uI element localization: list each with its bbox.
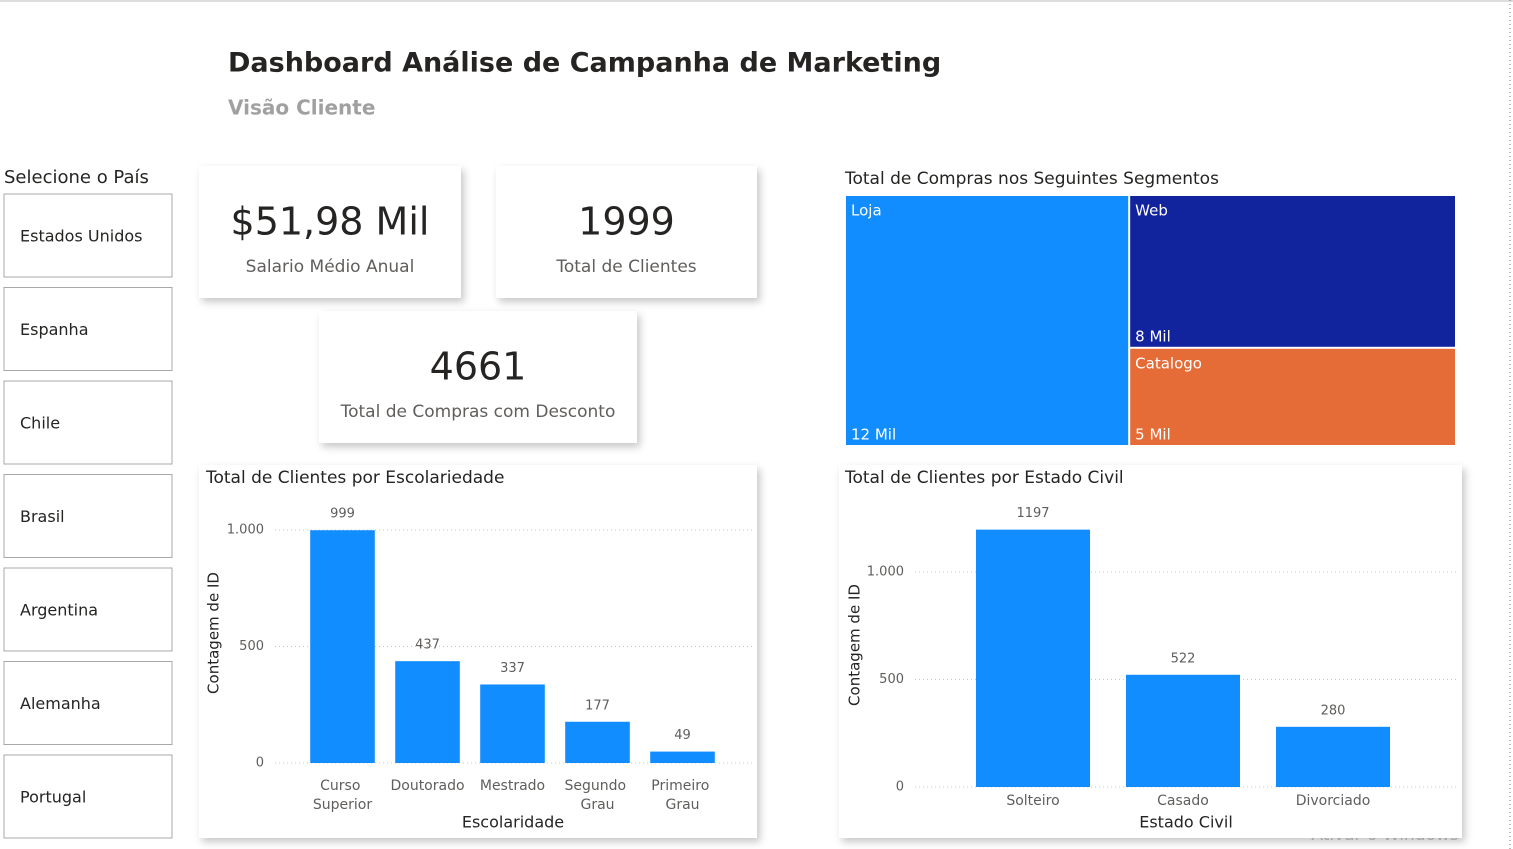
slicer-button[interactable]: [3, 287, 173, 371]
bar: [480, 684, 545, 763]
slicer-item: Argentina: [20, 601, 98, 620]
data-label: 437: [415, 638, 440, 653]
slicer-button[interactable]: [3, 193, 173, 278]
x-tick-label: Mestrado: [480, 778, 545, 794]
x-tick-label: Curso Superior: [313, 778, 372, 813]
chart-panel: [199, 465, 757, 838]
y-tick-label: 500: [239, 639, 264, 654]
data-label: 522: [1171, 651, 1196, 666]
treemap-value-label: 12 Mil: [851, 426, 896, 444]
card-label: Total de Clientes: [555, 257, 696, 277]
slicer-button[interactable]: [3, 567, 173, 652]
y-axis-label: Contagem de ID: [846, 584, 864, 706]
chart-title: Total de Clientes por Estado Civil: [844, 468, 1124, 488]
chart-title: Total de Clientes por Escolariedade: [205, 468, 504, 488]
slicer-button[interactable]: [3, 754, 173, 839]
bar: [565, 721, 630, 763]
treemap-value-label: 8 Mil: [1135, 327, 1171, 345]
slicer-item: Alemanha: [20, 694, 101, 713]
slicer-item: Portugal: [20, 788, 86, 807]
treemap-cell: [1130, 196, 1455, 347]
bar: [650, 751, 715, 763]
treemap-cell: [846, 196, 1129, 445]
slicer-item: Espanha: [20, 320, 89, 339]
bar: [1276, 726, 1390, 787]
card-value: 1999: [578, 200, 675, 244]
slicer-item: Brasil: [20, 507, 65, 526]
x-tick-label: Solteiro: [1006, 793, 1059, 809]
card-label: Total de Compras com Desconto: [340, 402, 616, 422]
chart-title: Total de Compras nos Seguintes Segmentos: [844, 169, 1219, 189]
x-tick-label: Casado: [1157, 793, 1209, 809]
x-axis-label: Escolaridade: [462, 813, 564, 832]
slicer-button[interactable]: [3, 380, 173, 465]
x-axis-label: Estado Civil: [1139, 813, 1233, 832]
content: Estados Unidos Espanha Chile Brasil Argentin…: [3, 166, 1462, 845]
dashboard-title: Dashboard Análise de Campanha de Marketi…: [228, 48, 941, 79]
y-axis-label: Contagem de ID: [205, 572, 223, 694]
data-label: 1197: [1016, 506, 1049, 521]
card: [496, 166, 757, 298]
x-tick-label: Segundo Grau: [564, 778, 630, 813]
treemap-label: Catalogo: [1135, 354, 1202, 372]
slicer-item: Chile: [20, 414, 60, 433]
slicer-button[interactable]: [3, 474, 173, 558]
y-tick-label: 1.000: [867, 565, 904, 580]
bar: [1126, 674, 1240, 787]
x-tick-label: Primeiro Grau: [651, 778, 713, 813]
treemap-cell: [1130, 348, 1455, 445]
y-tick-label: 0: [256, 756, 264, 771]
data-label: 49: [674, 728, 691, 743]
card-label: Salario Médio Anual: [246, 257, 415, 277]
card-value: $51,98 Mil: [231, 200, 430, 244]
slicer-button[interactable]: [3, 661, 173, 745]
x-tick-label: Doutorado: [390, 778, 464, 794]
bar: [395, 661, 460, 763]
y-tick-label: 0: [896, 780, 904, 795]
slicer-title: Selecione o País: [4, 167, 149, 188]
data-label: 999: [330, 507, 355, 522]
treemap-label: Loja: [851, 202, 882, 220]
data-label: 280: [1321, 703, 1346, 718]
dashboard-subtitle: Visão Cliente: [228, 96, 375, 120]
bar: [310, 530, 375, 763]
card: [199, 166, 461, 298]
data-label: 177: [585, 698, 610, 713]
y-tick-label: 1.000: [227, 522, 264, 537]
data-label: 337: [500, 661, 525, 676]
x-tick-label: Divorciado: [1296, 793, 1371, 809]
treemap-value-label: 5 Mil: [1135, 426, 1171, 444]
card: [319, 311, 637, 443]
y-tick-label: 500: [879, 672, 904, 687]
treemap-label: Web: [1135, 202, 1168, 220]
bar: [976, 529, 1090, 787]
slicer-item: Estados Unidos: [20, 227, 142, 246]
card-value: 4661: [430, 345, 527, 389]
